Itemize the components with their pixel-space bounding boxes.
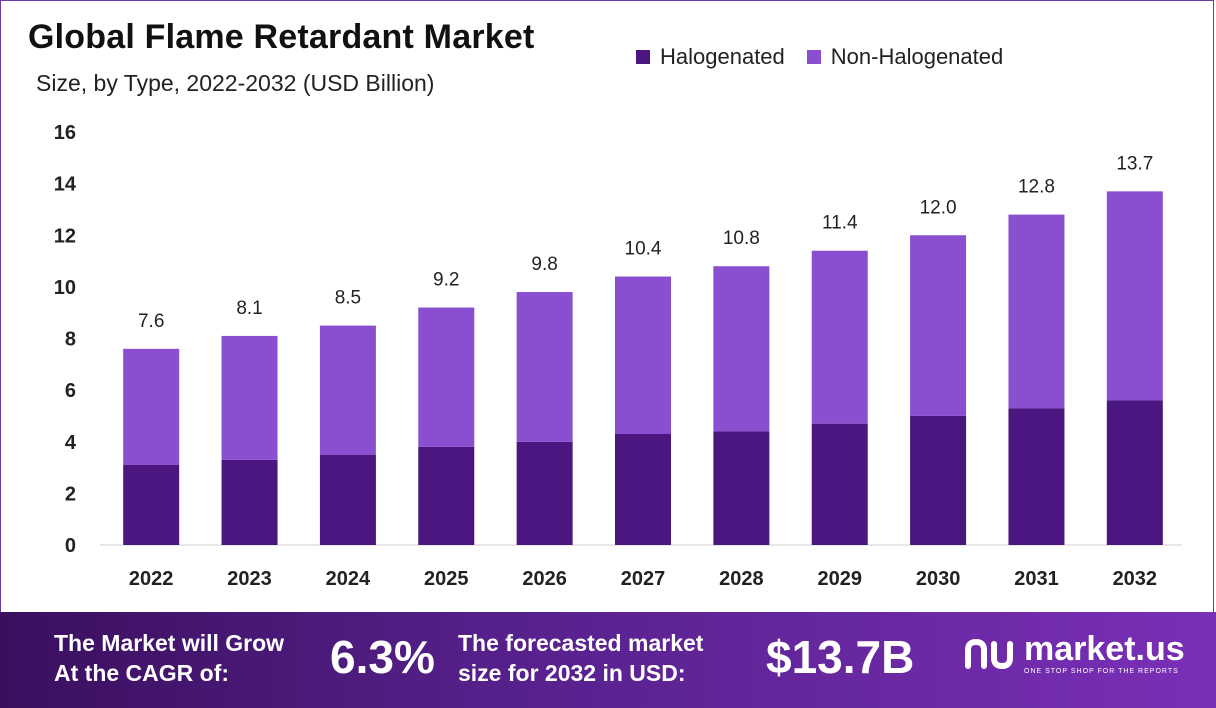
bar-segment-non-halogenated-2032: [1106, 191, 1163, 401]
forecast-value: $13.7B: [766, 631, 915, 683]
data-label-2032: 13.7: [1116, 153, 1153, 174]
bar-segment-halogenated-2027: [615, 434, 671, 545]
cagr-caption: The Market will Grow At the CAGR of:: [54, 628, 284, 688]
bar-segment-halogenated-2026: [516, 441, 573, 545]
y-tick-label: 8: [65, 329, 76, 351]
y-tick-label: 14: [54, 174, 77, 196]
y-axis: 0 2 4 6 8 10 12 14 16: [54, 122, 77, 557]
data-label-2023: 8.1: [236, 298, 262, 319]
bar-chart: 0 2 4 6 8 10 12 14 16 7.6 8.1 8.5 9.2 9.8 10.4 10.8 11.…: [54, 122, 1182, 590]
cagr-value: 6.3%: [330, 631, 435, 683]
legend-label-non-halogenated: Non-Halogenated: [830, 44, 1004, 69]
legend: Halogenated Non-Halogenated: [636, 44, 1003, 70]
data-label-2028: 10.8: [723, 228, 760, 249]
legend-swatch-halogenated: [636, 50, 650, 64]
y-tick-label: 16: [54, 122, 76, 144]
legend-label-halogenated: Halogenated: [660, 44, 785, 69]
x-tick-label-2023: 2023: [227, 568, 272, 590]
bar-segment-non-halogenated-2030: [910, 235, 967, 416]
bar-segment-halogenated-2032: [1106, 400, 1163, 545]
footer-banner: The Market will Grow At the CAGR of: 6.3…: [0, 612, 1216, 708]
x-tick-label-2028: 2028: [719, 568, 764, 590]
data-label-2031: 12.8: [1018, 177, 1055, 198]
chart-title: Global Flame Retardant Market: [28, 18, 535, 56]
bars: 7.6 8.1 8.5 9.2 9.8 10.4 10.8 11.4 12.0 12.8 13.7: [123, 153, 1163, 545]
bar-segment-non-halogenated-2026: [516, 292, 573, 442]
market-us-logo: market.us ONE STOP SHOP FOR THE REPORTS: [962, 632, 1185, 675]
legend-item-non-halogenated: Non-Halogenated: [806, 44, 1004, 70]
y-tick-label: 6: [65, 380, 76, 402]
x-tick-label-2029: 2029: [817, 568, 862, 590]
y-tick-label: 12: [54, 225, 76, 247]
cagr-caption-line1: The Market will Grow: [54, 630, 285, 656]
bar-segment-non-halogenated-2023: [221, 335, 278, 460]
x-tick-label-2022: 2022: [129, 568, 174, 590]
legend-swatch-non-halogenated: [806, 50, 821, 64]
bar-segment-halogenated-2023: [221, 459, 278, 545]
bar-segment-halogenated-2028: [713, 431, 770, 545]
bar-segment-halogenated-2031: [1008, 408, 1065, 545]
y-tick-label: 10: [54, 277, 76, 299]
chart-subtitle: Size, by Type, 2022-2032 (USD Billion): [36, 70, 435, 96]
bar-segment-halogenated-2029: [811, 423, 868, 545]
legend-item-halogenated: Halogenated: [636, 44, 785, 70]
data-label-2026: 9.8: [531, 254, 557, 275]
y-tick-label: 2: [65, 483, 76, 505]
bar-segment-non-halogenated-2024: [319, 325, 376, 455]
forecast-caption-line1: The forecasted market: [458, 630, 704, 656]
data-label-2024: 8.5: [335, 288, 361, 309]
data-label-2025: 9.2: [433, 270, 459, 291]
data-label-2030: 12.0: [920, 197, 957, 218]
bar-segment-non-halogenated-2031: [1008, 214, 1065, 409]
x-axis: 2022 2023 2024 2025 2026 2027 2028 2029 2030 2031…: [129, 568, 1157, 590]
x-tick-label-2027: 2027: [621, 568, 666, 590]
brand-name: market.us: [1024, 630, 1185, 668]
bar-segment-non-halogenated-2028: [713, 266, 770, 432]
x-tick-label-2026: 2026: [522, 568, 567, 590]
bar-segment-halogenated-2030: [910, 415, 967, 545]
bar-segment-non-halogenated-2027: [615, 276, 671, 435]
cagr-caption-line2: At the CAGR of:: [54, 660, 230, 686]
forecast-caption: The forecasted market size for 2032 in U…: [458, 628, 703, 688]
bar-segment-halogenated-2022: [123, 464, 180, 545]
data-label-2029: 11.4: [822, 213, 858, 234]
bar-segment-halogenated-2024: [319, 454, 376, 545]
x-tick-label-2030: 2030: [916, 568, 961, 590]
forecast-caption-line2: size for 2032 in USD:: [458, 660, 686, 686]
x-tick-label-2032: 2032: [1113, 568, 1158, 590]
brand-tagline: ONE STOP SHOP FOR THE REPORTS: [1024, 668, 1179, 675]
market-us-logo-icon: [965, 638, 1013, 669]
x-tick-label-2024: 2024: [326, 568, 371, 590]
x-tick-label-2031: 2031: [1014, 568, 1059, 590]
data-label-2022: 7.6: [138, 311, 164, 332]
bar-segment-halogenated-2025: [418, 446, 475, 545]
data-label-2027: 10.4: [625, 239, 662, 260]
bar-segment-non-halogenated-2022: [123, 348, 180, 465]
x-tick-label-2025: 2025: [424, 568, 469, 590]
bar-segment-non-halogenated-2025: [418, 307, 475, 447]
bar-segment-non-halogenated-2029: [811, 250, 868, 424]
y-tick-label: 4: [65, 432, 77, 454]
y-tick-label: 0: [65, 535, 76, 557]
